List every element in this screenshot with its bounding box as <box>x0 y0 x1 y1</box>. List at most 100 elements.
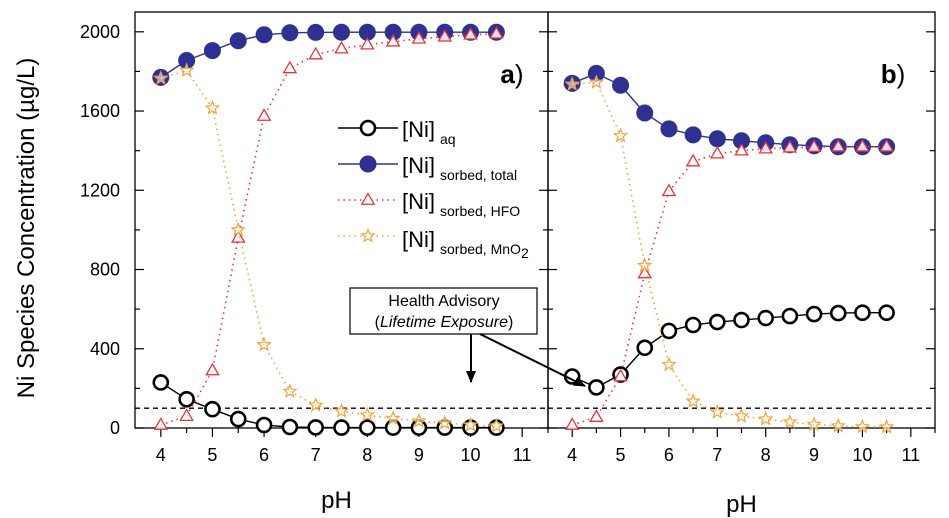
x-tick-label: 6 <box>664 445 674 465</box>
data-point <box>830 417 847 433</box>
data-point <box>612 127 629 143</box>
data-point <box>255 26 273 44</box>
panel-a: 4 5 6 7 8 9 10 11 pH 0 400 800 1200 1600 2000 a) <box>80 11 549 514</box>
legend-label-sub: sorbed, total <box>440 167 517 183</box>
data-point <box>782 413 798 429</box>
y-tick-label: 1600 <box>80 101 120 121</box>
legend-label-sub: sorbed, MnO <box>440 241 521 257</box>
data-point <box>281 418 299 436</box>
data-point <box>854 418 871 434</box>
x-axis-title: pH <box>321 487 352 514</box>
panel-label: b) <box>881 59 906 89</box>
panel-label: a) <box>500 59 523 89</box>
data-point <box>230 221 247 237</box>
series-sorbed_total <box>152 23 505 86</box>
legend-label: [Ni] sorbed, MnO2 <box>402 227 529 261</box>
x-axis-title: pH <box>726 491 757 518</box>
data-point <box>489 25 504 39</box>
data-point <box>757 309 774 327</box>
series-hfo <box>564 138 894 430</box>
data-point <box>436 414 453 430</box>
data-point <box>179 408 194 421</box>
y-tick-label: 400 <box>90 339 120 359</box>
data-point <box>636 257 653 273</box>
data-point <box>878 304 895 322</box>
panel-frame <box>134 11 549 429</box>
data-point <box>360 36 375 50</box>
annotation-line1: Health Advisory <box>388 293 499 310</box>
data-point <box>204 400 221 418</box>
data-point <box>685 153 701 167</box>
series-aq <box>563 304 895 396</box>
y-axis-title: Ni Species Concentration (µg/L) <box>13 58 40 399</box>
data-point <box>385 410 401 426</box>
panel-letter: a <box>500 59 515 89</box>
data-point <box>709 313 726 331</box>
data-point <box>282 60 298 74</box>
x-tick-label: 7 <box>311 445 321 465</box>
data-point <box>384 419 402 436</box>
data-point <box>685 393 701 408</box>
y-tick-label: 1200 <box>80 180 120 200</box>
health-advisory-annotation: Health Advisory (Lifetime Exposure) <box>349 287 586 387</box>
annotation-box <box>349 287 538 335</box>
data-point <box>178 62 195 78</box>
annotation-line2-close: ) <box>508 314 513 331</box>
data-point <box>636 339 654 357</box>
y-tick-label: 0 <box>110 418 120 438</box>
legend-swatch-marker <box>360 192 376 205</box>
y-tick-label: 2000 <box>80 22 120 42</box>
data-point <box>281 24 299 42</box>
data-point <box>488 417 505 433</box>
data-point <box>230 230 246 243</box>
data-point <box>308 46 323 60</box>
data-point <box>637 265 653 279</box>
data-point <box>282 383 298 398</box>
data-point <box>307 419 324 436</box>
x-tick-label: 8 <box>761 445 771 465</box>
legend-label-base: [Ni] <box>402 227 435 252</box>
data-point <box>733 407 750 423</box>
data-point <box>307 397 324 412</box>
data-point <box>855 138 870 152</box>
data-point <box>636 104 654 122</box>
data-point <box>463 26 478 40</box>
x-tick-label: 10 <box>852 445 872 465</box>
data-point <box>782 139 798 153</box>
legend-label: [Ni] sorbed, total <box>402 153 517 183</box>
annotation-line2-open: ( <box>375 314 381 331</box>
data-point <box>709 403 726 419</box>
annotation-line2: (Lifetime Exposure) <box>375 314 514 331</box>
data-point <box>733 311 750 329</box>
panel-frame <box>547 11 936 429</box>
data-point <box>333 419 350 436</box>
data-point <box>684 316 702 334</box>
data-point <box>333 403 350 418</box>
data-point <box>660 120 678 138</box>
data-point <box>879 138 894 152</box>
data-point <box>153 70 169 85</box>
data-point <box>256 108 272 121</box>
x-tick-label: 4 <box>567 445 577 465</box>
data-point <box>708 130 726 148</box>
data-point <box>829 304 847 322</box>
panel-letter: b <box>881 59 897 89</box>
data-point <box>661 356 677 372</box>
legend-label-base: [Ni] <box>402 117 435 142</box>
data-point <box>878 418 895 434</box>
data-point <box>612 76 630 94</box>
legend-swatch-marker <box>359 119 377 137</box>
data-point <box>411 30 427 44</box>
series-mno2 <box>153 62 505 433</box>
x-tick-label: 6 <box>259 445 269 465</box>
data-point <box>203 42 221 60</box>
data-point <box>153 417 169 430</box>
series-line <box>571 145 887 426</box>
data-point <box>204 99 221 115</box>
legend-swatch-marker <box>359 155 377 173</box>
x-tick-label: 9 <box>414 445 424 465</box>
data-point <box>334 40 349 54</box>
data-point <box>660 322 678 340</box>
x-tick-label: 5 <box>207 445 217 465</box>
